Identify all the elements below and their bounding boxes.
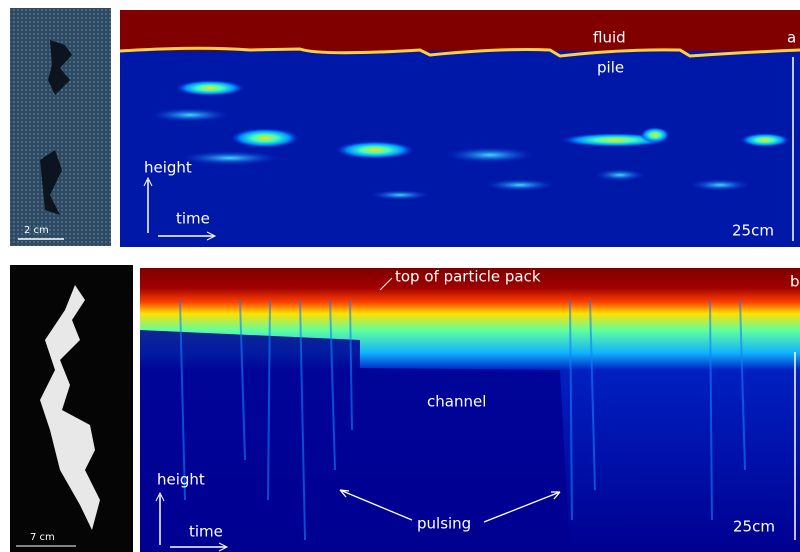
pulsing-arrows — [339, 489, 561, 523]
panel-label: a — [787, 29, 796, 47]
arrow-head — [155, 491, 165, 502]
photo-scale: 7 cm — [30, 532, 55, 543]
pulsing-label: pulsing — [417, 515, 471, 533]
scale-label: 25cm — [732, 222, 774, 240]
interface — [119, 46, 800, 58]
arrow-head — [218, 542, 229, 552]
x-axis-label: time — [176, 210, 210, 228]
panel-label: b — [790, 273, 800, 291]
fractal — [40, 285, 100, 530]
x-axis-label: time — [189, 523, 223, 541]
crack — [40, 40, 72, 215]
arrow-head — [143, 176, 153, 187]
y-axis-label: height — [157, 471, 205, 489]
pile-label: pile — [597, 59, 624, 77]
pulses — [179, 299, 746, 541]
fluid-label: fluid — [593, 29, 626, 47]
avalanches — [150, 80, 790, 200]
top-label: top of particle pack — [395, 268, 541, 286]
pointer — [379, 277, 393, 291]
fluid-region — [120, 10, 800, 51]
channel-region — [140, 330, 570, 552]
scale-label: 25cm — [733, 518, 775, 536]
photo-scale: 2 cm — [24, 225, 49, 236]
y-axis-label: height — [144, 159, 192, 177]
arrow-head — [206, 231, 217, 241]
channel-label: channel — [427, 393, 486, 411]
